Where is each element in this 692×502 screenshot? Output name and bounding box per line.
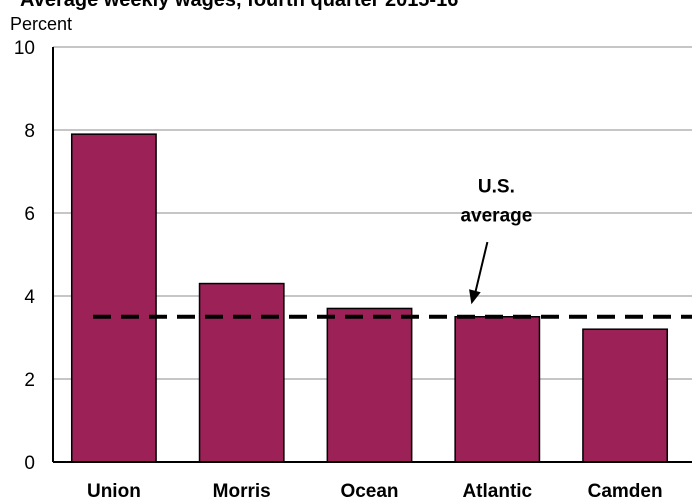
chart-title: Average weekly wages, fourth quarter 201…	[20, 0, 458, 11]
y-tick-label: 4	[24, 287, 35, 308]
us-average-label-line2: average	[460, 205, 532, 226]
bar-atlantic	[454, 316, 541, 463]
bar-morris	[198, 282, 285, 463]
y-tick-label: 6	[24, 204, 35, 225]
y-tick-labels: 0 2 4 6 8 10	[14, 38, 36, 474]
category-labels: Union Morris Ocean Atlantic Camden	[87, 481, 663, 502]
y-tick-label: 8	[24, 121, 35, 142]
y-tick-label: 2	[24, 370, 35, 391]
category-label-ocean: Ocean	[340, 481, 398, 502]
us-average-arrow-head	[469, 289, 481, 305]
us-average-arrow	[473, 241, 489, 297]
category-label-camden: Camden	[588, 481, 663, 502]
y-axis-unit-label: Percent	[10, 14, 72, 34]
bars	[70, 133, 669, 463]
category-label-morris: Morris	[213, 481, 271, 502]
bar-ocean	[326, 307, 413, 463]
y-tick-label: 10	[14, 38, 35, 59]
axes	[52, 47, 692, 463]
category-label-atlantic: Atlantic	[462, 481, 532, 502]
bar-union	[70, 133, 157, 463]
us-average-reference: U.S. average	[93, 176, 692, 319]
us-average-label-line1: U.S.	[478, 176, 515, 197]
bar-camden	[582, 328, 669, 463]
category-label-union: Union	[87, 481, 141, 502]
y-tick-label: 0	[24, 453, 35, 474]
